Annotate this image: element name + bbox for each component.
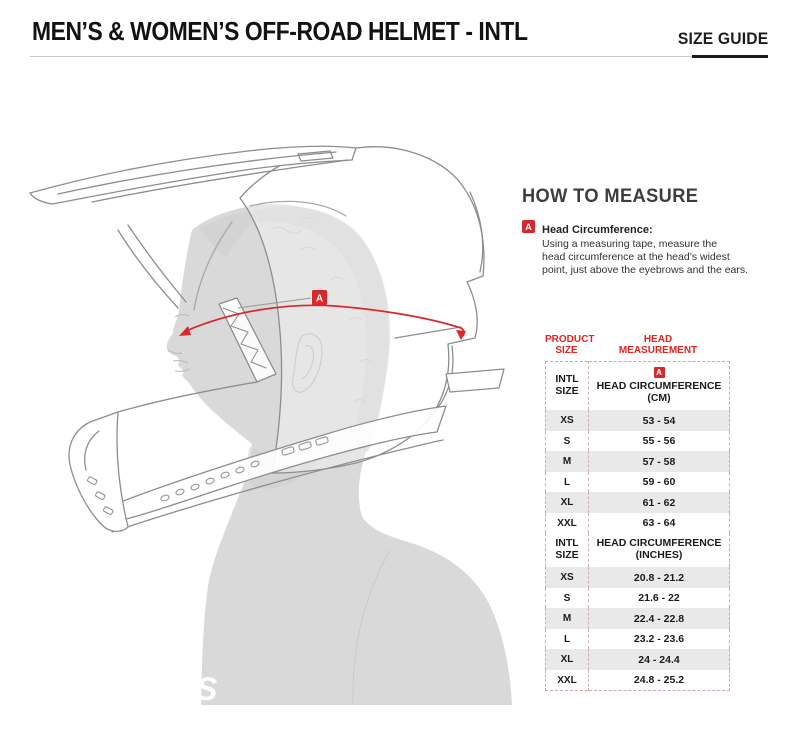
size-cell: XL xyxy=(545,492,589,513)
measurement-cell: 22.4 - 22.8 xyxy=(588,608,730,629)
measurement-cell: 61 - 62 xyxy=(588,492,730,513)
measurement-cell: 57 - 58 xyxy=(588,451,730,472)
size-table-row: XS 53 - 54 xyxy=(545,410,730,431)
measurement-cell: 24.8 - 25.2 xyxy=(633,674,685,686)
intl-size-cell: INTL SIZE xyxy=(545,533,589,568)
table-section-header-row: INTL SIZE HEAD CIRCUMFERENCE (INCHES) xyxy=(545,533,730,568)
size-table-row: S 55 - 56 xyxy=(545,430,730,452)
size-table-row: XS 20.8 - 21.2 xyxy=(545,567,730,588)
size-guide-tab[interactable]: SIZE GUIDE xyxy=(677,29,768,48)
helmet-illustration: S xyxy=(29,145,512,707)
head-measurement-header: HEAD MEASUREMENT xyxy=(618,334,698,356)
size-cell: S xyxy=(545,587,589,609)
size-cell: S xyxy=(545,430,589,452)
size-cell: M xyxy=(545,608,589,629)
header-divider xyxy=(30,56,768,57)
a-marker-letter: A xyxy=(316,294,323,305)
measurement-arc xyxy=(185,304,465,337)
size-table: INTL SIZE A HEAD CIRCUMFERENCE (CM) XS 53 - 54… xyxy=(545,361,730,692)
measure-line-3: point, just above the eyebrows and the e… xyxy=(542,264,749,276)
measurement-cell: 21.6 - 22 xyxy=(638,592,680,604)
arrowhead-right xyxy=(456,330,466,340)
table-column-headers: PRODUCT SIZE HEAD MEASUREMENT xyxy=(545,334,728,356)
size-cell: L xyxy=(545,628,589,650)
size-table-section: PRODUCT SIZE HEAD MEASUREMENT INTL SIZE A H… xyxy=(545,334,730,692)
size-table-row: XL 24 - 24.4 xyxy=(545,649,730,670)
size-cell: M xyxy=(545,451,589,472)
measurement-cell: 63 - 64 xyxy=(642,517,676,529)
measure-line-1: Using a measuring tape, measure the xyxy=(542,238,718,250)
ear xyxy=(292,333,323,393)
circumference-header-cell: A HEAD CIRCUMFERENCE (CM) xyxy=(596,367,722,404)
measurement-cell: 23.2 - 23.6 xyxy=(633,633,685,645)
size-table-row: XXL 63 - 64 xyxy=(545,512,730,534)
size-table-row: L 23.2 - 23.6 xyxy=(545,628,730,650)
circumference-header-cell: HEAD CIRCUMFERENCE (INCHES) xyxy=(596,537,722,561)
measurement-cell: 55 - 56 xyxy=(642,435,676,447)
size-table-row: L 59 - 60 xyxy=(545,471,730,493)
measurement-cell: 24 - 24.4 xyxy=(588,649,730,670)
measure-label: Head Circumference: xyxy=(542,224,653,236)
size-table-row: M 22.4 - 22.8 xyxy=(545,608,730,629)
size-guide-underline xyxy=(692,55,768,58)
a-marker-badge: A xyxy=(522,220,535,233)
shirt-logo: S xyxy=(196,671,218,707)
size-table-row: XXL 24.8 - 25.2 xyxy=(545,669,730,691)
size-cell: XXL xyxy=(545,669,589,691)
size-table-row: M 57 - 58 xyxy=(545,451,730,472)
pointer-line xyxy=(237,297,312,309)
measurement-cell: 59 - 60 xyxy=(642,476,676,488)
size-cell: XS xyxy=(545,410,589,431)
size-cell: XS xyxy=(545,567,589,588)
measure-instructions: Head Circumference: Using a measuring ta… xyxy=(542,220,748,277)
a-marker-badge xyxy=(312,290,327,305)
table-section-header-row: INTL SIZE A HEAD CIRCUMFERENCE (CM) xyxy=(545,361,730,411)
hair-texture xyxy=(269,217,373,403)
size-cell: XXL xyxy=(545,512,589,534)
measurement-annotation: A xyxy=(179,290,466,340)
product-size-header: PRODUCT SIZE xyxy=(545,334,595,356)
measurement-cell: 20.8 - 21.2 xyxy=(588,567,730,588)
page-title: MEN’S & WOMEN’S OFF-ROAD HELMET - INTL xyxy=(32,16,528,46)
arrowhead-left xyxy=(179,326,191,336)
a-marker-badge: A xyxy=(653,367,665,379)
how-to-measure-section: HOW TO MEASURE A Head Circumference: Usi… xyxy=(522,186,788,277)
measure-line-2: head circumference at the head’s widest xyxy=(542,251,730,263)
intl-size-cell: INTL SIZE xyxy=(545,361,589,411)
size-cell: L xyxy=(545,471,589,493)
face-details xyxy=(167,314,191,372)
size-table-row: S 21.6 - 22 xyxy=(545,587,730,609)
size-cell: XL xyxy=(545,649,589,670)
measurement-cell: 53 - 54 xyxy=(588,410,730,431)
how-to-measure-heading: HOW TO MEASURE xyxy=(522,186,699,207)
helmet-outline xyxy=(29,145,505,533)
size-table-row: XL 61 - 62 xyxy=(545,492,730,513)
